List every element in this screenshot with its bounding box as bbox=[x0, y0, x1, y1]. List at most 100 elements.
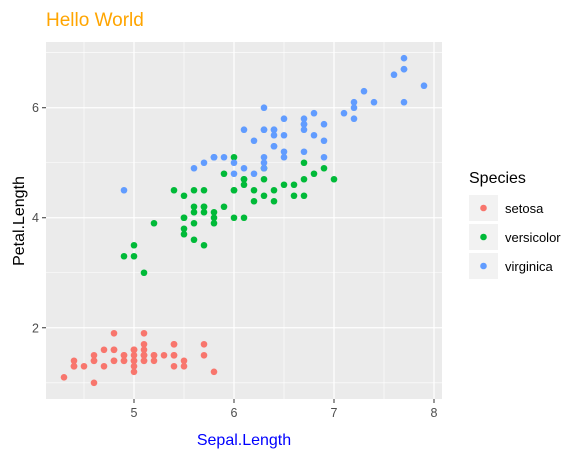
point-setosa bbox=[170, 351, 178, 359]
point-versicolor bbox=[210, 219, 218, 227]
legend-marker-versicolor bbox=[480, 233, 487, 241]
point-virginica bbox=[210, 153, 218, 161]
point-setosa bbox=[180, 362, 188, 370]
legend-label-versicolor: versicolor bbox=[505, 230, 561, 245]
point-versicolor bbox=[320, 164, 328, 172]
point-versicolor bbox=[240, 214, 248, 222]
point-virginica bbox=[280, 115, 288, 123]
point-setosa bbox=[140, 351, 148, 359]
point-versicolor bbox=[190, 236, 198, 244]
point-setosa bbox=[130, 362, 138, 370]
x-tick-label: 6 bbox=[231, 406, 238, 420]
point-setosa bbox=[150, 357, 158, 365]
point-setosa bbox=[130, 351, 138, 359]
point-versicolor bbox=[230, 153, 238, 161]
point-setosa bbox=[210, 368, 218, 376]
point-setosa bbox=[130, 357, 138, 365]
point-virginica bbox=[260, 153, 268, 161]
point-versicolor bbox=[180, 214, 188, 222]
point-setosa bbox=[120, 357, 128, 365]
legend-items: setosa versicolor virginica bbox=[469, 195, 561, 279]
point-setosa bbox=[170, 340, 178, 348]
point-setosa bbox=[100, 346, 108, 354]
point-virginica bbox=[260, 104, 268, 112]
point-versicolor bbox=[130, 252, 138, 260]
point-virginica bbox=[350, 98, 358, 106]
point-versicolor bbox=[180, 192, 188, 200]
point-versicolor bbox=[220, 203, 228, 211]
point-setosa bbox=[130, 368, 138, 376]
point-versicolor bbox=[280, 181, 288, 189]
point-versicolor bbox=[300, 159, 308, 167]
point-setosa bbox=[80, 362, 88, 370]
point-setosa bbox=[150, 351, 158, 359]
legend-title: Species bbox=[469, 170, 526, 187]
point-setosa bbox=[170, 362, 178, 370]
point-virginica bbox=[300, 148, 308, 156]
point-versicolor bbox=[200, 203, 208, 211]
y-axis-label: Petal.Length bbox=[11, 176, 28, 266]
point-versicolor bbox=[210, 214, 218, 222]
point-versicolor bbox=[200, 186, 208, 194]
point-virginica bbox=[320, 153, 328, 161]
point-setosa bbox=[120, 351, 128, 359]
point-virginica bbox=[200, 159, 208, 167]
point-virginica bbox=[310, 109, 318, 117]
point-virginica bbox=[270, 131, 278, 139]
point-versicolor bbox=[260, 175, 268, 183]
point-versicolor bbox=[310, 170, 318, 178]
point-versicolor bbox=[190, 203, 198, 211]
point-setosa bbox=[90, 357, 98, 365]
legend: Species setosa versicolor virginica bbox=[469, 170, 561, 279]
point-setosa bbox=[110, 329, 118, 337]
axes: 5 6 7 8 2 4 6 bbox=[32, 101, 437, 420]
point-versicolor bbox=[200, 208, 208, 216]
legend-marker-virginica bbox=[480, 262, 487, 270]
point-setosa bbox=[140, 357, 148, 365]
point-setosa bbox=[200, 351, 208, 359]
point-setosa bbox=[70, 362, 78, 370]
point-virginica bbox=[320, 120, 328, 128]
point-versicolor bbox=[270, 197, 278, 205]
point-versicolor bbox=[180, 225, 188, 233]
point-setosa bbox=[140, 340, 148, 348]
point-versicolor bbox=[150, 219, 158, 227]
chart-title: Hello World bbox=[46, 10, 144, 31]
legend-marker-setosa bbox=[480, 204, 487, 212]
point-versicolor bbox=[120, 252, 128, 260]
point-virginica bbox=[300, 120, 308, 128]
point-versicolor bbox=[210, 208, 218, 216]
point-versicolor bbox=[290, 181, 298, 189]
point-virginica bbox=[360, 87, 368, 95]
point-versicolor bbox=[300, 175, 308, 183]
point-virginica bbox=[250, 137, 258, 145]
point-virginica bbox=[190, 164, 198, 172]
point-setosa bbox=[160, 351, 168, 359]
point-versicolor bbox=[190, 219, 198, 227]
point-setosa bbox=[130, 346, 138, 354]
point-virginica bbox=[230, 159, 238, 167]
point-virginica bbox=[270, 126, 278, 134]
point-versicolor bbox=[250, 186, 258, 194]
point-versicolor bbox=[130, 241, 138, 249]
point-setosa bbox=[90, 351, 98, 359]
point-setosa bbox=[140, 329, 148, 337]
point-virginica bbox=[310, 131, 318, 139]
point-setosa bbox=[60, 373, 68, 381]
point-virginica bbox=[230, 170, 238, 178]
point-virginica bbox=[120, 186, 128, 194]
point-virginica bbox=[400, 54, 408, 62]
x-tick-label: 7 bbox=[331, 406, 338, 420]
legend-label-setosa: setosa bbox=[505, 201, 544, 216]
point-versicolor bbox=[180, 230, 188, 238]
point-versicolor bbox=[190, 186, 198, 194]
point-virginica bbox=[260, 126, 268, 134]
point-virginica bbox=[350, 115, 358, 123]
point-virginica bbox=[390, 71, 398, 79]
point-versicolor bbox=[140, 269, 148, 277]
point-versicolor bbox=[230, 214, 238, 222]
point-virginica bbox=[240, 126, 248, 134]
point-virginica bbox=[420, 82, 428, 90]
point-setosa bbox=[180, 357, 188, 365]
